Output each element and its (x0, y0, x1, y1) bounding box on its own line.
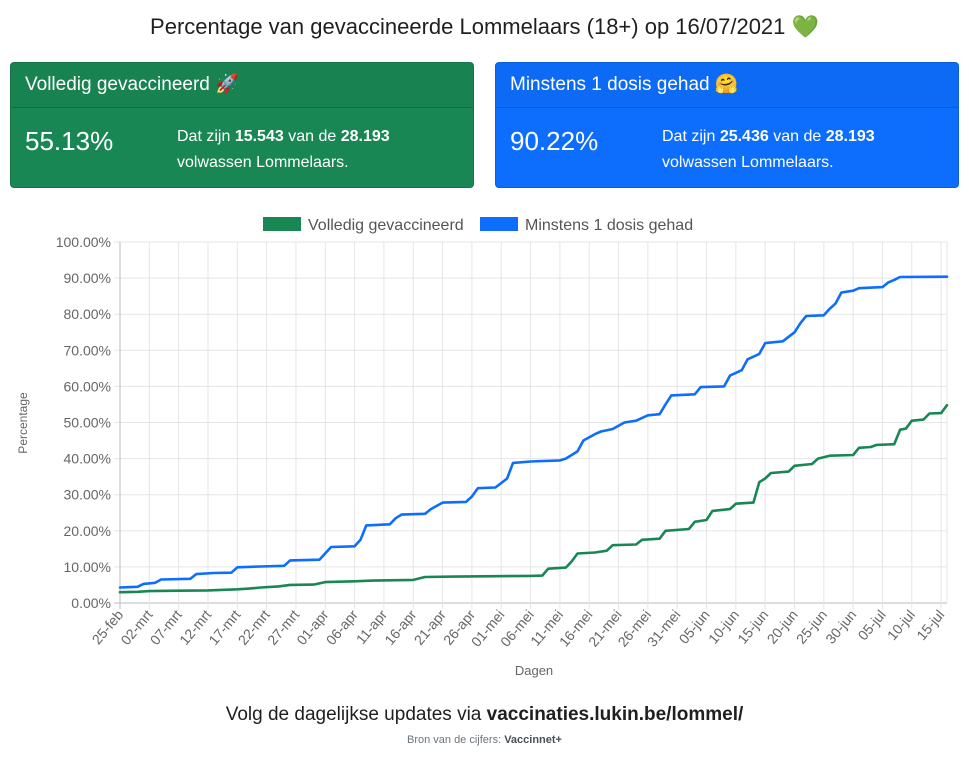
total-value: 28.193 (340, 128, 390, 145)
card-header: Volledig gevaccineerd 🚀 (11, 63, 473, 108)
total-value: 28.193 (825, 128, 875, 145)
x-tick-label: 17-mrt (205, 607, 243, 648)
x-tick-label: 20-jun (764, 607, 801, 647)
desc-suffix: volwassen Lommelaars. (662, 154, 834, 171)
source-note: Bron van de cijfers: Vaccinnet+ (0, 734, 969, 746)
series-line-fully-vaccinated (118, 403, 949, 594)
x-tick-label: 27-mrt (264, 607, 302, 648)
count-value: 15.543 (234, 128, 284, 145)
y-tick-label: 40.00% (64, 451, 111, 467)
footer-updates: Volg de dagelijkse updates via vaccinati… (0, 704, 969, 726)
y-tick-label: 80.00% (64, 306, 111, 322)
updates-link[interactable]: vaccinaties.lukin.be/lommel/ (486, 704, 744, 725)
card-description: Dat zijn 15.543 van de 28.193 volwassen … (177, 124, 467, 176)
x-tick-label: 31-mei (644, 607, 684, 650)
y-tick-label: 20.00% (64, 523, 111, 539)
source-label: Bron van de cijfers: (406, 734, 502, 746)
x-tick-label: 05-jun (676, 607, 713, 647)
rocket-icon: 🚀 (215, 74, 239, 95)
desc-prefix: Dat zijn (177, 128, 231, 145)
series-line-one-dose (118, 275, 949, 589)
card-header: Minstens 1 dosis gehad 🤗 (496, 63, 958, 108)
count-value: 25.436 (719, 128, 769, 145)
card-body: 55.13% Dat zijn 15.543 van de 28.193 vol… (11, 108, 473, 187)
card-fully-vaccinated: Volledig gevaccineerd 🚀 55.13% Dat zijn … (10, 62, 474, 188)
desc-suffix: volwassen Lommelaars. (177, 154, 349, 171)
x-tick-label: 06-mei (497, 607, 537, 650)
y-tick-label: 70.00% (64, 342, 111, 358)
hugging-face-icon: 🤗 (714, 74, 739, 95)
desc-mid: van de (288, 128, 337, 145)
x-tick-label: 12-mrt (176, 607, 214, 648)
y-tick-label: 0.00% (71, 595, 111, 611)
vaccination-line-chart: Volledig gevaccineerd Minstens 1 dosis ge… (16, 217, 949, 678)
source-name: Vaccinnet+ (504, 734, 562, 746)
percentage-value: 90.22% (510, 126, 599, 156)
desc-prefix: Dat zijn (662, 128, 716, 145)
legend-label: Volledig gevaccineerd (308, 217, 464, 234)
card-description: Dat zijn 25.436 van de 28.193 volwassen … (662, 124, 952, 176)
card-header-text: Volledig gevaccineerd (25, 74, 210, 95)
page-title-text: Percentage van gevaccineerde Lommelaars … (150, 14, 786, 39)
legend-swatch (480, 217, 518, 231)
x-tick-label: 07-mrt (147, 607, 185, 648)
page-title: Percentage van gevaccineerde Lommelaars … (0, 14, 969, 40)
green-heart-icon: 💚 (791, 14, 819, 39)
percentage-value: 55.13% (25, 126, 114, 156)
footer-text: Volg de dagelijkse updates via (225, 704, 482, 725)
y-tick-label: 100.00% (56, 234, 111, 250)
card-body: 90.22% Dat zijn 25.436 van de 28.193 vol… (496, 108, 958, 187)
legend-swatch (263, 217, 301, 231)
y-tick-label: 10.00% (64, 559, 111, 575)
x-tick-label: 10-jun (705, 607, 742, 647)
x-tick-label: 05-jul (855, 607, 889, 644)
chart-legend: Volledig gevaccineerd Minstens 1 dosis ge… (263, 217, 693, 234)
legend-label: Minstens 1 dosis gehad (525, 217, 693, 234)
card-one-dose: Minstens 1 dosis gehad 🤗 90.22% Dat zijn… (495, 62, 959, 188)
x-tick-label: 10-jul (884, 607, 918, 644)
x-tick-label: 15-jul (913, 607, 947, 644)
chart-series (118, 275, 949, 594)
x-tick-label: 06-apr (323, 606, 361, 648)
chart-grid (114, 241, 948, 609)
x-axis-label: Dagen (515, 663, 553, 678)
y-tick-label: 30.00% (64, 487, 111, 503)
y-tick-label: 50.00% (64, 415, 111, 431)
x-tick-label: 02-mrt (117, 607, 155, 648)
x-tick-label: 15-jun (734, 607, 771, 647)
y-axis: 0.00% 10.00% 20.00% 30.00% 40.00% 50.00% 60.00… (56, 234, 111, 611)
x-tick-label: 22-mrt (235, 607, 273, 648)
x-tick-label: 30-jun (822, 607, 859, 647)
x-axis: 25-feb02-mrt07-mrt12-mrt17-mrt22-mrt27-m… (89, 606, 948, 649)
x-tick-label: 25-jun (793, 607, 830, 647)
y-tick-label: 90.00% (64, 270, 111, 286)
y-axis-label: Percentage (16, 392, 30, 454)
desc-mid: van de (773, 128, 822, 145)
y-tick-label: 60.00% (64, 378, 111, 394)
card-header-text: Minstens 1 dosis gehad (510, 74, 710, 95)
